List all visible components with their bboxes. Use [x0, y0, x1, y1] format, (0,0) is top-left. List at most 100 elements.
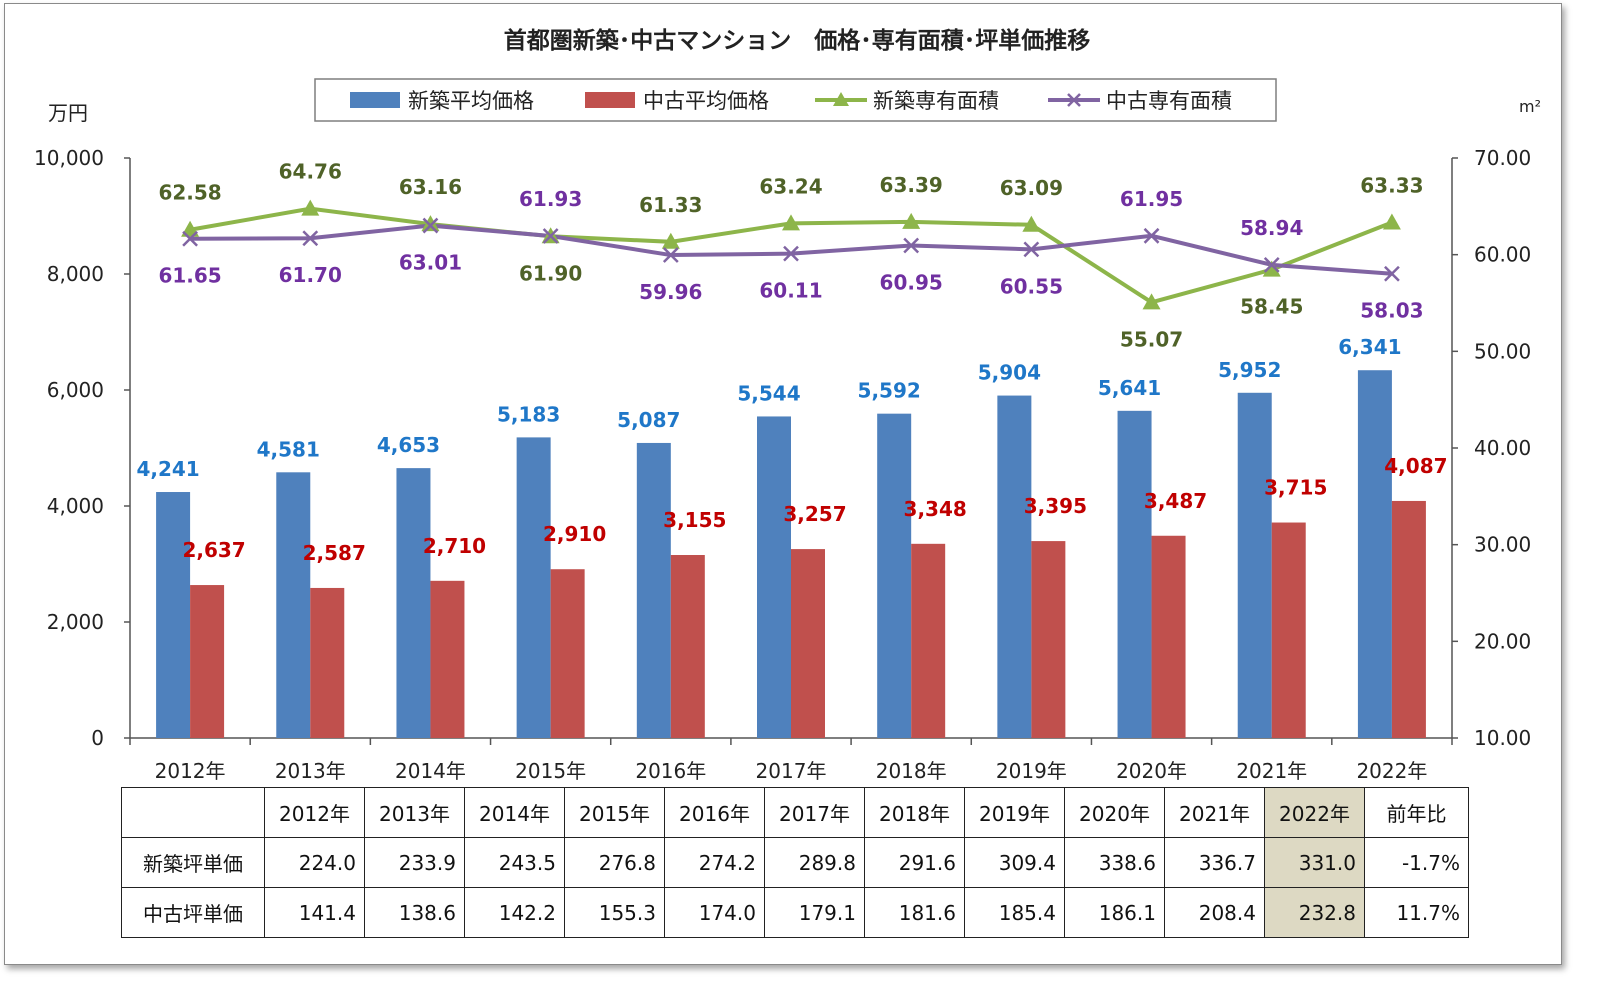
table-cell: 138.6: [364, 887, 465, 938]
used-price-bar: [430, 580, 465, 738]
table-cell: 336.7: [1164, 837, 1265, 888]
x-tick-label: 2015年: [515, 759, 586, 783]
table-cell: 291.6: [864, 837, 965, 888]
used-price-bar: [791, 549, 825, 738]
legend-box: [314, 78, 1277, 122]
new-area-marker: [902, 212, 921, 229]
used-area-marker: [1143, 227, 1160, 244]
table-cell: 338.6: [1064, 837, 1165, 888]
new-price-bar: [1237, 392, 1272, 738]
used-price-label: 3,395: [1024, 494, 1087, 518]
table-header-cell: 前年比: [1364, 787, 1469, 838]
x-tick-label: 2012年: [155, 759, 226, 783]
new-price-bar: [997, 395, 1032, 738]
new-price-label: 4,241: [136, 457, 199, 481]
table-row: 新築坪単価 224.0 233.9 243.5 276.8 274.2 289.8 291.6…: [121, 837, 1469, 888]
new-area-label: 55.07: [1120, 327, 1183, 351]
used-price-bar: [310, 587, 345, 738]
left-tick-label: 10,000: [34, 146, 104, 170]
table-row: 中古坪単価 141.4 138.6 142.2 155.3 174.0 179.1 181.6…: [121, 887, 1469, 938]
used-area-label: 58.94: [1240, 216, 1303, 240]
table-header-cell: 2012年: [264, 787, 365, 838]
table-cell: 243.5: [464, 837, 565, 888]
used-area-label: 61.70: [279, 263, 342, 287]
new-price-label: 4,653: [377, 433, 440, 457]
used-price-bar: [1391, 500, 1426, 738]
table-header-cell: 2022年: [1264, 787, 1365, 838]
used-price-bar: [190, 585, 225, 738]
new-price-bar: [1357, 370, 1392, 738]
used-price-bar: [550, 569, 585, 738]
new-area-marker: [301, 199, 320, 216]
used-price-label: 2,587: [303, 541, 366, 565]
x-tick-label: 2013年: [275, 759, 346, 783]
table-cell: 233.9: [364, 837, 465, 888]
table-row-label: 新築坪単価: [121, 837, 265, 888]
new-price-label: 6,341: [1338, 335, 1401, 359]
legend: 新築平均価格 中古平均価格 新築専有面積 中古専有面積: [314, 78, 1277, 122]
table-cell: 289.8: [764, 837, 865, 888]
new-price-label: 5,544: [737, 381, 800, 405]
left-tick-label: 4,000: [47, 494, 104, 518]
used-price-bar: [1271, 522, 1306, 738]
used-area-label: 59.96: [639, 280, 702, 304]
table-row-label: 中古坪単価: [121, 887, 265, 938]
new-price-label: 5,087: [617, 408, 680, 432]
used-price-label: 3,348: [904, 497, 967, 521]
right-tick-label: 20.00: [1474, 629, 1531, 653]
used-price-label: 4,087: [1384, 454, 1447, 478]
used-price-label: 2,637: [182, 538, 245, 562]
used-area-line: [190, 223, 1393, 276]
x-tick-label: 2021年: [1236, 759, 1307, 783]
used-price-bar: [911, 543, 946, 738]
x-tick-label: 2014年: [395, 759, 466, 783]
right-tick-label: 60.00: [1474, 243, 1531, 267]
table-cell: 274.2: [664, 837, 765, 888]
table-cell: 224.0: [264, 837, 365, 888]
used-price-bar: [670, 555, 705, 738]
new-area-label: 63.24: [759, 174, 822, 198]
table-cell: 309.4: [964, 837, 1065, 888]
left-tick-label: 2,000: [47, 610, 104, 634]
used-area-label: 61.65: [158, 264, 221, 288]
new-price-label: 5,904: [978, 361, 1041, 385]
new-price-bar: [516, 437, 551, 738]
table-cell: 276.8: [564, 837, 665, 888]
left-tick-label: 8,000: [47, 262, 104, 286]
right-tick-label: 70.00: [1474, 146, 1531, 170]
legend-marker: [1067, 93, 1081, 107]
new-area-label: 63.39: [880, 173, 943, 197]
table-cell: 141.4: [264, 887, 365, 938]
used-area-marker: [182, 230, 198, 247]
new-price-label: 5,952: [1218, 358, 1281, 382]
legend-marker: [833, 92, 849, 106]
table-cell: 208.4: [1164, 887, 1265, 938]
new-area-label: 64.76: [279, 160, 342, 184]
new-area-marker: [1382, 213, 1401, 230]
table-cell: 142.2: [464, 887, 565, 938]
new-area-label: 63.16: [399, 175, 462, 199]
used-area-label: 61.93: [519, 187, 582, 211]
new-area-marker: [421, 215, 440, 232]
used-area-marker: [662, 247, 679, 263]
table-header-cell: 2015年: [564, 787, 665, 838]
new-price-bar: [276, 472, 311, 738]
new-area-label: 58.45: [1240, 295, 1303, 319]
new-area-label: 61.90: [519, 261, 582, 285]
legend-swatch: [350, 92, 400, 108]
used-area-label: 63.01: [399, 251, 462, 275]
used-price-label: 3,155: [663, 508, 726, 532]
combo-chart: 首都圏新築･中古マンション 価格･専有面積･坪単価推移 万円 m² 新築平均価格…: [34, 27, 1541, 783]
used-area-marker: [542, 228, 559, 244]
new-area-marker: [1262, 260, 1281, 277]
table-header-cell: 2018年: [864, 787, 965, 838]
table-header-cell: 2020年: [1064, 787, 1165, 838]
x-tick-label: 2020年: [1116, 759, 1187, 783]
new-price-label: 5,592: [858, 379, 921, 403]
new-price-bar: [156, 492, 191, 738]
new-area-label: 62.58: [158, 181, 221, 205]
legend-swatch: [585, 92, 635, 108]
new-area-label: 61.33: [639, 193, 702, 217]
table-header-row: 2012年 2013年 2014年 2015年 2016年 2017年 2018年 2019年…: [121, 787, 1469, 838]
used-price-bar: [1031, 541, 1066, 738]
